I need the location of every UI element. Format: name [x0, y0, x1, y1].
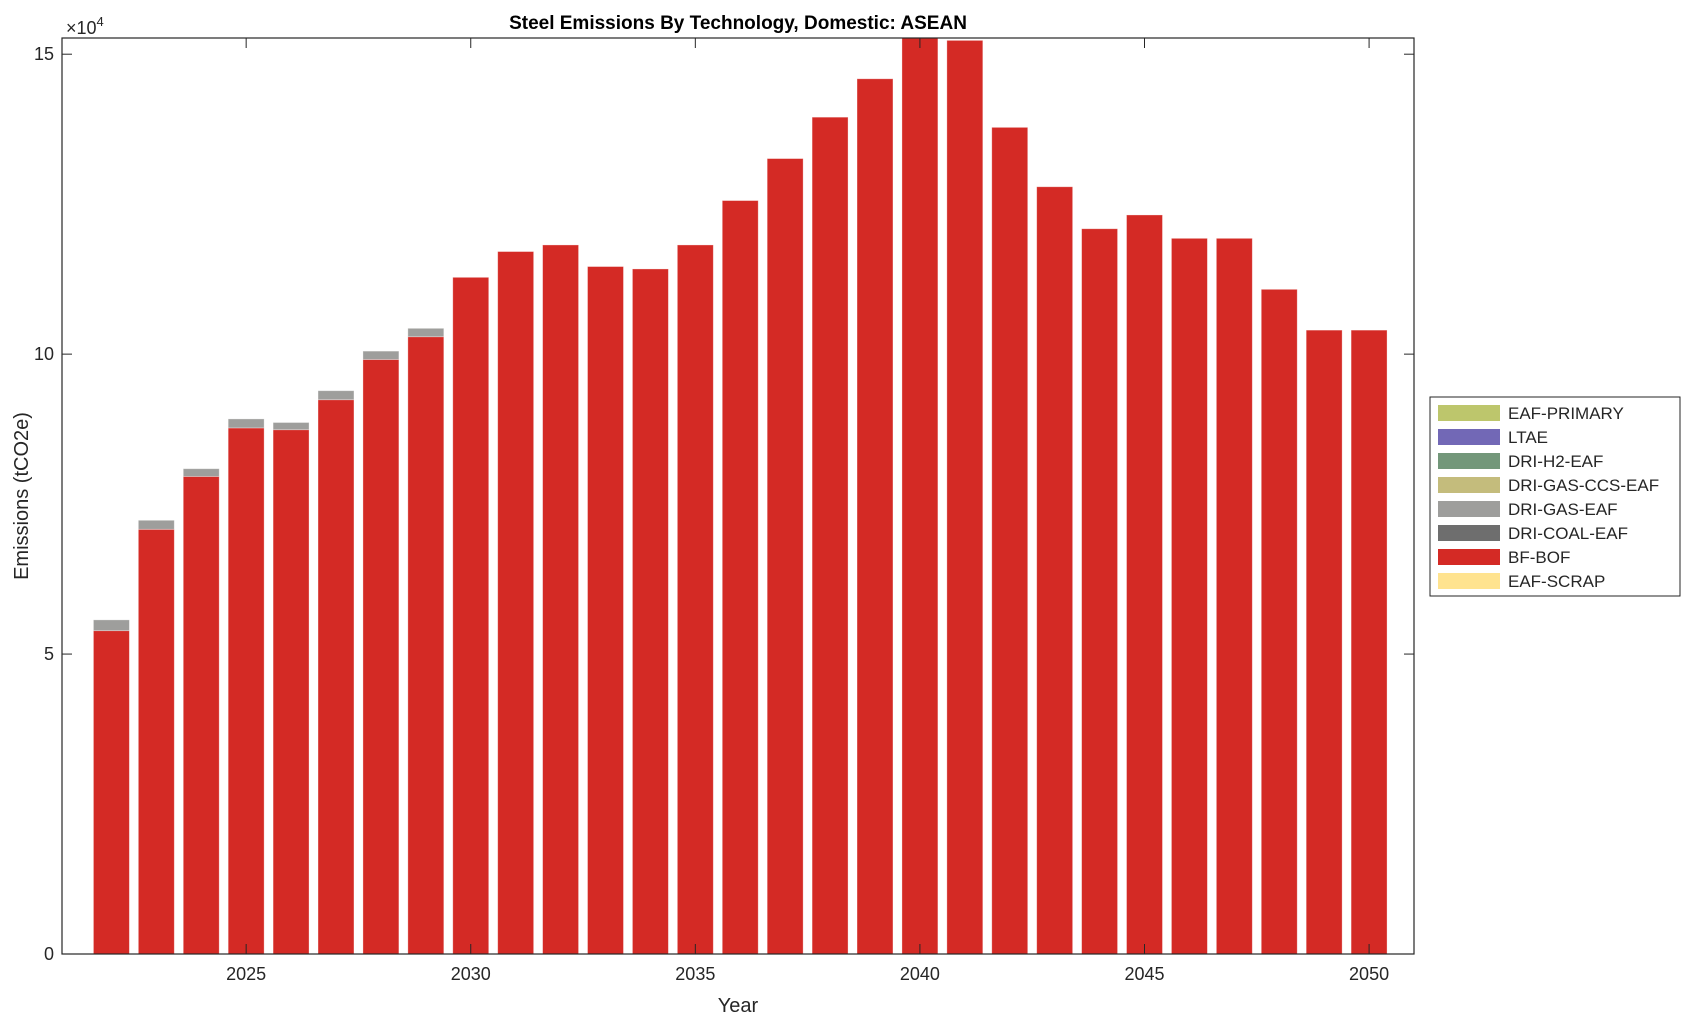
y-tick-label: 15 [34, 44, 54, 64]
x-tick-label: 2025 [226, 964, 266, 984]
x-tick-label: 2030 [451, 964, 491, 984]
legend-swatch-dri-coal-eaf [1438, 525, 1500, 541]
y-axis-label: Emissions (tCO2e) [11, 412, 33, 580]
legend-swatch-ltae [1438, 429, 1500, 445]
bar-bf-bof-2046 [1171, 237, 1208, 954]
bar-bf-bof-2050 [1350, 329, 1388, 954]
bar-dri-gas-eaf-2023 [137, 519, 175, 530]
chart-title: Steel Emissions By Technology, Domestic:… [509, 13, 967, 34]
bar-bf-bof-2047 [1215, 237, 1253, 954]
bar-dri-gas-eaf-2025 [227, 418, 265, 429]
bar-bf-bof-2045 [1126, 214, 1163, 954]
bar-dri-gas-eaf-2022 [93, 619, 130, 632]
x-tick-label: 2045 [1124, 964, 1164, 984]
y-exponent-label: ×104 [66, 14, 104, 38]
legend-swatch-bf-bof [1438, 549, 1500, 565]
legend-label-dri-coal-eaf: DRI-COAL-EAF [1508, 524, 1628, 543]
y-tick-label: 0 [44, 944, 54, 964]
x-tick-label: 2035 [675, 964, 715, 984]
bar-bf-bof-2037 [766, 158, 804, 954]
bar-bf-bof-2022 [93, 630, 130, 954]
ticks-layer: 2025 2030 2035 2040 2045 2050 0 5 10 15 [34, 38, 1414, 984]
legend-swatch-dri-h2-eaf [1438, 453, 1500, 469]
bar-bf-bof-2031 [497, 251, 535, 954]
bar-bf-bof-2044 [1081, 228, 1118, 954]
axes-box [61, 37, 1415, 955]
bar-bf-bof-2034 [632, 268, 669, 954]
bar-bf-bof-2049 [1305, 329, 1343, 954]
bar-dri-gas-eaf-2024 [182, 468, 220, 477]
bar-dri-gas-eaf-2027 [317, 390, 355, 401]
bar-bf-bof-2030 [452, 276, 490, 954]
bar-bf-bof-2038 [811, 116, 849, 954]
bar-bf-bof-2028 [362, 359, 400, 954]
x-axis-label: Year [718, 995, 759, 1017]
bar-bf-bof-2027 [317, 399, 355, 954]
bar-bf-bof-2026 [272, 429, 310, 954]
bars-layer [93, 38, 1388, 954]
bar-bf-bof-2033 [587, 266, 624, 954]
legend-swatch-eaf-primary [1438, 405, 1500, 421]
legend-label-eaf-primary: EAF-PRIMARY [1508, 404, 1624, 423]
bar-bf-bof-2043 [1036, 186, 1074, 954]
legend-label-ltae: LTAE [1508, 428, 1548, 447]
legend-label-dri-h2-eaf: DRI-H2-EAF [1508, 452, 1603, 471]
y-tick-label: 5 [44, 644, 54, 664]
legend-label-bf-bof: BF-BOF [1508, 548, 1570, 567]
x-tick-label: 2050 [1349, 964, 1389, 984]
bar-bf-bof-2023 [137, 528, 175, 954]
legend-swatch-dri-gas-eaf [1438, 501, 1500, 517]
legend-swatch-dri-gas-ccs-eaf [1438, 477, 1500, 493]
bar-bf-bof-2048 [1260, 288, 1298, 954]
bar-bf-bof-2029 [407, 336, 445, 954]
bar-dri-gas-eaf-2026 [272, 422, 310, 431]
bar-bf-bof-2025 [227, 427, 265, 954]
bar-bf-bof-2035 [676, 244, 714, 954]
legend-label-dri-gas-eaf: DRI-GAS-EAF [1508, 500, 1618, 519]
legend-label-eaf-scrap: EAF-SCRAP [1508, 572, 1605, 591]
bar-dri-gas-eaf-2028 [362, 350, 400, 360]
y-tick-label: 10 [34, 344, 54, 364]
x-tick-label: 2040 [900, 964, 940, 984]
legend: EAF-PRIMARY LTAE DRI-H2-EAF DRI-GAS-CCS-EAF… [1429, 396, 1681, 597]
bar-bf-bof-2040 [901, 38, 939, 954]
legend-swatch-eaf-scrap [1438, 573, 1500, 589]
bar-bf-bof-2042 [991, 126, 1029, 954]
bar-dri-gas-eaf-2029 [407, 327, 445, 338]
legend-label-dri-gas-ccs-eaf: DRI-GAS-CCS-EAF [1508, 476, 1659, 495]
bar-bf-bof-2041 [946, 39, 984, 954]
bar-bf-bof-2039 [856, 78, 894, 954]
bar-bf-bof-2036 [721, 200, 759, 954]
bar-bf-bof-2024 [182, 476, 220, 954]
bar-bf-bof-2032 [542, 244, 579, 954]
